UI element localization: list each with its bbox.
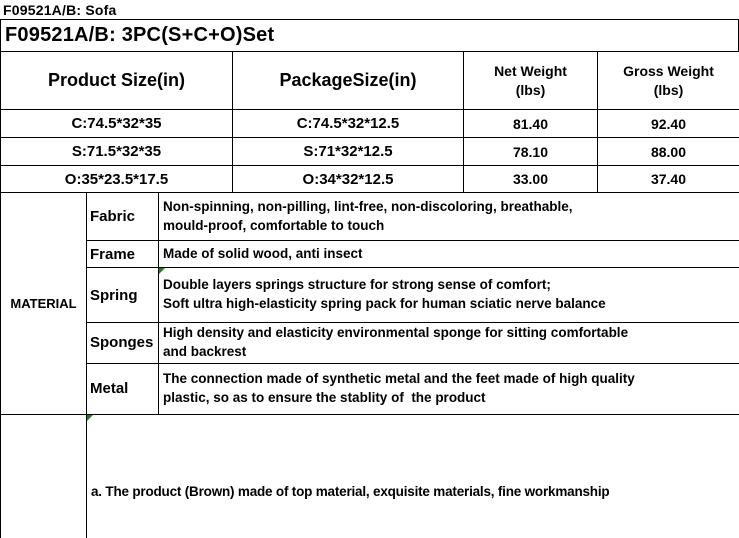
material-description: High density and elasticity environmenta…: [158, 322, 739, 364]
cell-error-flag-icon: [87, 415, 93, 421]
material-name: Frame: [86, 240, 159, 268]
characteristic-row: CHARACTE RISTIC a. The product (Brown) m…: [0, 413, 739, 538]
cell-error-flag-icon: [159, 268, 165, 274]
characteristic-text: a. The product (Brown) made of top mater…: [86, 413, 739, 538]
material-table: MATERIAL Fabric Non-spinning, non-pillin…: [0, 192, 739, 415]
package-size-value: S:71*32*12.5: [232, 137, 464, 166]
material-section-label: MATERIAL: [0, 192, 87, 415]
gross-weight-label: Gross Weight: [623, 63, 714, 80]
material-name: Fabric: [86, 192, 159, 241]
col-header-net-weight: Net Weight (lbs): [463, 51, 598, 110]
material-description-text: Double layers springs structure for stro…: [163, 277, 606, 311]
col-header-gross-weight: Gross Weight (lbs): [597, 51, 739, 110]
material-row-frame: Frame Made of solid wood, anti insect: [1, 240, 739, 268]
set-header-label: F09521A/B: 3PC(S+C+O)Set: [5, 24, 275, 46]
product-size-value: S:71.5*32*35: [0, 137, 233, 166]
product-size-value: O:35*23.5*17.5: [0, 165, 233, 193]
set-header: F09521A/B: 3PC(S+C+O)Set: [0, 19, 739, 52]
material-description: The connection made of synthetic metal a…: [158, 362, 739, 415]
size-table: Product Size(in) PackageSize(in) Net Wei…: [0, 51, 739, 193]
gross-weight-value: 88.00: [597, 137, 739, 166]
table-row-chair: C:74.5*32*35 C:74.5*32*12.5 81.40 92.40: [0, 109, 739, 138]
gross-weight-value: 37.40: [597, 165, 739, 193]
material-name: Sponges: [86, 322, 159, 364]
material-name: Metal: [86, 362, 159, 415]
col-header-package-size: PackageSize(in): [232, 51, 464, 110]
net-weight-value: 33.00: [463, 165, 598, 193]
material-row-fabric: MATERIAL Fabric Non-spinning, non-pillin…: [0, 192, 739, 415]
material-description: Non-spinning, non-pilling, lint-free, no…: [158, 192, 739, 241]
material-description: Made of solid wood, anti insect: [158, 240, 739, 268]
material-description: Double layers springs structure for stro…: [158, 267, 739, 323]
size-table-header-row: Product Size(in) PackageSize(in) Net Wei…: [0, 51, 739, 110]
col-header-product-size: Product Size(in): [0, 51, 233, 110]
net-weight-label: Net Weight: [494, 63, 567, 80]
table-row-ottoman: O:35*23.5*17.5 O:34*32*12.5 33.00 37.40: [0, 165, 739, 193]
net-weight-value: 78.10: [463, 137, 598, 166]
gross-weight-unit: (lbs): [653, 81, 684, 98]
material-name: Spring: [86, 267, 159, 323]
table-row-sofa: S:71.5*32*35 S:71*32*12.5 78.10 88.00: [0, 137, 739, 166]
document-title: F09521A/B: Sofa: [3, 2, 117, 18]
material-row-metal: Metal The connection made of synthetic m…: [1, 362, 739, 415]
characteristic-table: CHARACTE RISTIC a. The product (Brown) m…: [0, 413, 739, 538]
characteristic-section-label: CHARACTE RISTIC: [0, 413, 87, 538]
characteristic-item-a: a. The product (Brown) made of top mater…: [91, 484, 610, 500]
net-weight-value: 81.40: [463, 109, 598, 138]
material-row-spring: Spring Double layers springs structure f…: [1, 267, 739, 323]
package-size-value: C:74.5*32*12.5: [232, 109, 464, 138]
material-row-sponges: Sponges High density and elasticity envi…: [1, 322, 739, 364]
product-size-value: C:74.5*32*35: [0, 109, 233, 138]
package-size-value: O:34*32*12.5: [232, 165, 464, 193]
gross-weight-value: 92.40: [597, 109, 739, 138]
net-weight-unit: (lbs): [515, 81, 546, 98]
